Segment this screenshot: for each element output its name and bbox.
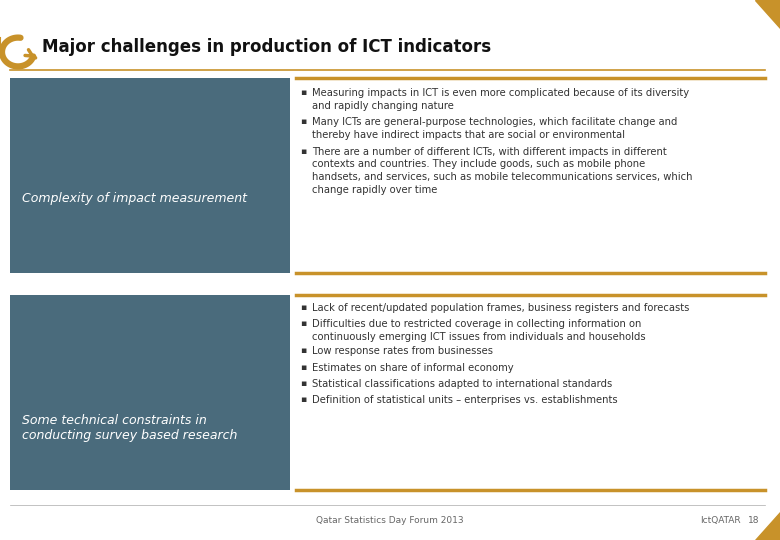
Text: ▪: ▪ [300, 117, 307, 126]
Text: 18: 18 [748, 516, 760, 525]
Text: ▪: ▪ [300, 379, 307, 388]
Text: IctQATAR: IctQATAR [700, 516, 741, 525]
Text: Statistical classifications adapted to international standards: Statistical classifications adapted to i… [312, 379, 612, 389]
Text: There are a number of different ICTs, with different impacts in different
contex: There are a number of different ICTs, wi… [312, 147, 693, 195]
Bar [10, 295, 290, 490]
Text: Estimates on share of informal economy: Estimates on share of informal economy [312, 363, 513, 373]
Text: Lack of recent/updated population frames, business registers and forecasts: Lack of recent/updated population frames… [312, 303, 690, 313]
Text: Measuring impacts in ICT is even more complicated because of its diversity
and r: Measuring impacts in ICT is even more co… [312, 88, 689, 111]
Text: Major challenges in production of ICT indicators: Major challenges in production of ICT in… [42, 38, 491, 56]
Polygon shape [755, 0, 780, 28]
Text: ▪: ▪ [300, 363, 307, 372]
Bar [10, 78, 290, 273]
Text: ▪: ▪ [300, 347, 307, 355]
Polygon shape [755, 512, 780, 540]
Text: ▪: ▪ [300, 319, 307, 328]
Text: Low response rates from businesses: Low response rates from businesses [312, 347, 493, 356]
Text: Definition of statistical units – enterprises vs. establishments: Definition of statistical units – enterp… [312, 395, 618, 405]
Text: Difficulties due to restricted coverage in collecting information on
continuousl: Difficulties due to restricted coverage … [312, 319, 646, 342]
Text: Qatar Statistics Day Forum 2013: Qatar Statistics Day Forum 2013 [316, 516, 464, 525]
Text: Some technical constraints in
conducting survey based research: Some technical constraints in conducting… [22, 414, 237, 442]
Text: Many ICTs are general-purpose technologies, which facilitate change and
thereby : Many ICTs are general-purpose technologi… [312, 117, 677, 140]
Text: ▪: ▪ [300, 88, 307, 97]
Text: Complexity of impact measurement: Complexity of impact measurement [22, 192, 247, 205]
Text: ▪: ▪ [300, 395, 307, 404]
Text: ▪: ▪ [300, 147, 307, 156]
Text: ▪: ▪ [300, 303, 307, 312]
